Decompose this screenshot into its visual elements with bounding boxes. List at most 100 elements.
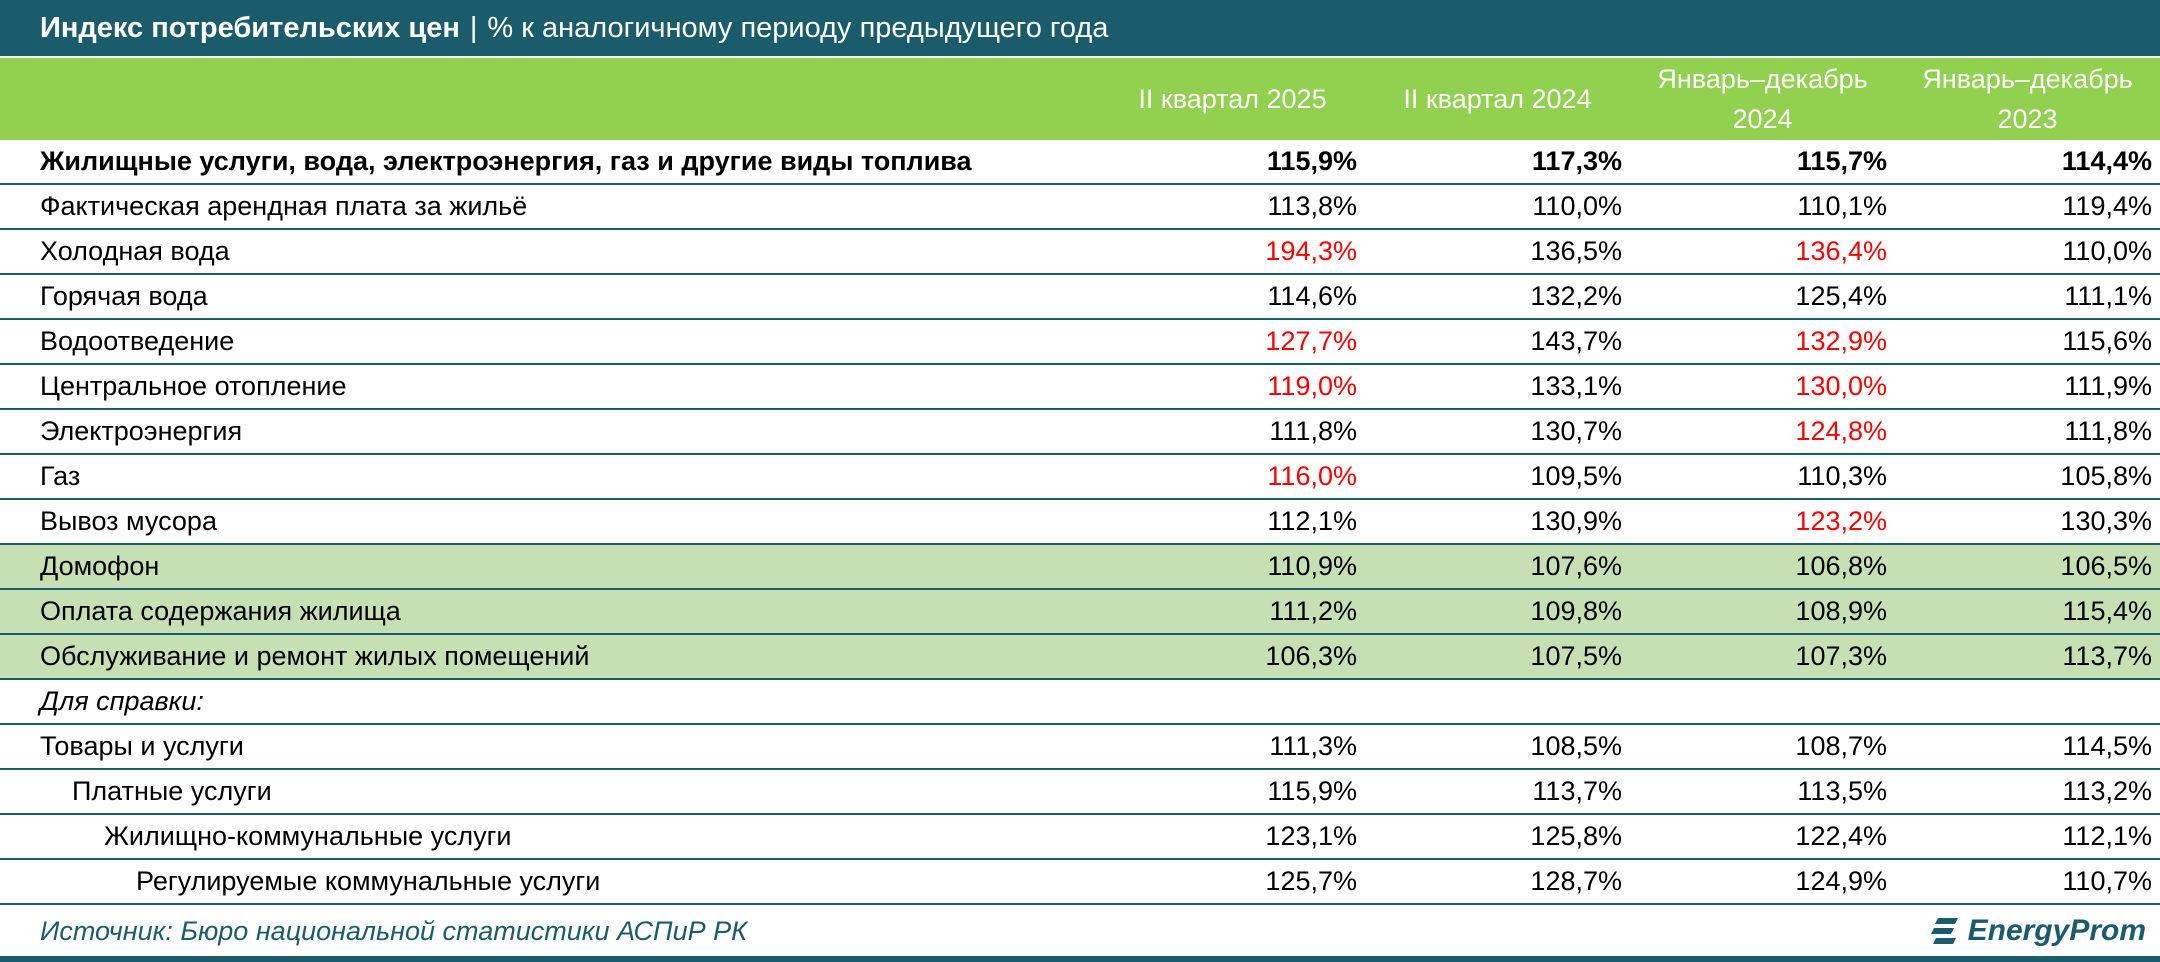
title-separator: | bbox=[469, 11, 478, 44]
bottom-rule bbox=[0, 956, 2160, 962]
value-cell: 132,2% bbox=[1365, 274, 1630, 320]
value-cell: 107,3% bbox=[1630, 634, 1895, 680]
value-cell bbox=[1630, 679, 1895, 725]
value-cell: 125,8% bbox=[1365, 814, 1630, 860]
column-header-jan-dec-2023: Январь–декабрь 2023 bbox=[1895, 58, 2160, 140]
row-label: Водоотведение bbox=[0, 319, 1100, 365]
table-row: Платные услуги 115,9% 113,7% 113,5% 113,2% bbox=[0, 769, 2160, 815]
row-label: Жилищно-коммунальные услуги bbox=[0, 814, 1100, 860]
table-row: Жилищные услуги, вода, электроэнергия, г… bbox=[0, 140, 2160, 185]
value-cell: 115,6% bbox=[1895, 319, 2160, 365]
value-cell: 110,9% bbox=[1100, 544, 1365, 590]
value-cell: 194,3% bbox=[1100, 229, 1365, 275]
energyprom-logo: EnergyProm bbox=[1928, 914, 2146, 948]
row-label: Центральное отопление bbox=[0, 364, 1100, 410]
value-cell: 130,0% bbox=[1630, 364, 1895, 410]
value-cell: 115,9% bbox=[1100, 769, 1365, 815]
value-cell: 108,7% bbox=[1630, 724, 1895, 770]
row-label: Домофон bbox=[0, 544, 1100, 590]
value-cell: 107,6% bbox=[1365, 544, 1630, 590]
column-header-q2-2024: II квартал 2024 bbox=[1365, 58, 1630, 140]
value-cell: 123,1% bbox=[1100, 814, 1365, 860]
value-cell: 143,7% bbox=[1365, 319, 1630, 365]
column-header-line1: Январь–декабрь bbox=[1922, 64, 2133, 94]
row-label: Электроэнергия bbox=[0, 409, 1100, 455]
value-cell: 112,1% bbox=[1100, 499, 1365, 545]
column-header-line1: II квартал 2024 bbox=[1403, 84, 1592, 114]
value-cell: 124,9% bbox=[1630, 859, 1895, 905]
row-label: Оплата содержания жилища bbox=[0, 589, 1100, 635]
row-label: Регулируемые коммунальные услуги bbox=[0, 859, 1100, 905]
table-row: Водоотведение 127,7% 143,7% 132,9% 115,6% bbox=[0, 319, 2160, 365]
logo-text: EnergyProm bbox=[1967, 914, 2146, 947]
value-cell: 123,2% bbox=[1630, 499, 1895, 545]
table-row: Товары и услуги 111,3% 108,5% 108,7% 114,5% bbox=[0, 724, 2160, 770]
value-cell: 119,4% bbox=[1895, 184, 2160, 230]
table-title: Индекс потребительских цен bbox=[40, 11, 460, 44]
value-cell: 119,0% bbox=[1100, 364, 1365, 410]
value-cell: 136,4% bbox=[1630, 229, 1895, 275]
row-label: Для справки: bbox=[0, 679, 1100, 725]
value-cell: 112,1% bbox=[1895, 814, 2160, 860]
value-cell: 111,9% bbox=[1895, 364, 2160, 410]
table-row: Электроэнергия 111,8% 130,7% 124,8% 111,8% bbox=[0, 409, 2160, 455]
column-header-line2: 2023 bbox=[1997, 104, 2058, 134]
value-cell: 113,5% bbox=[1630, 769, 1895, 815]
value-cell: 130,7% bbox=[1365, 409, 1630, 455]
value-cell: 115,9% bbox=[1100, 140, 1365, 185]
table-row: Обслуживание и ремонт жилых помещений 106… bbox=[0, 634, 2160, 680]
value-cell: 107,5% bbox=[1365, 634, 1630, 680]
value-cell: 116,0% bbox=[1100, 454, 1365, 500]
value-cell: 128,7% bbox=[1365, 859, 1630, 905]
value-cell: 136,5% bbox=[1365, 229, 1630, 275]
value-cell: 130,9% bbox=[1365, 499, 1630, 545]
value-cell: 132,9% bbox=[1630, 319, 1895, 365]
value-cell: 106,3% bbox=[1100, 634, 1365, 680]
row-label: Горячая вода bbox=[0, 274, 1100, 320]
column-header-line1: Январь–декабрь bbox=[1657, 64, 1868, 94]
value-cell: 113,2% bbox=[1895, 769, 2160, 815]
row-label: Фактическая арендная плата за жильё bbox=[0, 184, 1100, 230]
value-cell: 115,4% bbox=[1895, 589, 2160, 635]
value-cell: 122,4% bbox=[1630, 814, 1895, 860]
value-cell: 111,8% bbox=[1895, 409, 2160, 455]
value-cell: 110,3% bbox=[1630, 454, 1895, 500]
value-cell: 133,1% bbox=[1365, 364, 1630, 410]
value-cell: 110,1% bbox=[1630, 184, 1895, 230]
table-row: Домофон 110,9% 107,6% 106,8% 106,5% bbox=[0, 544, 2160, 590]
table-row: Центральное отопление 119,0% 133,1% 130,0% 1… bbox=[0, 364, 2160, 410]
value-cell: 114,4% bbox=[1895, 140, 2160, 185]
table-row: Газ 116,0% 109,5% 110,3% 105,8% bbox=[0, 454, 2160, 500]
value-cell: 108,9% bbox=[1630, 589, 1895, 635]
table-row: Горячая вода 114,6% 132,2% 125,4% 111,1% bbox=[0, 274, 2160, 320]
row-label: Товары и услуги bbox=[0, 724, 1100, 770]
table-row: Жилищно-коммунальные услуги 123,1% 125,8% 1… bbox=[0, 814, 2160, 860]
value-cell: 109,5% bbox=[1365, 454, 1630, 500]
energyprom-logo-icon bbox=[1930, 918, 1958, 944]
value-cell: 125,4% bbox=[1630, 274, 1895, 320]
table-row: Фактическая арендная плата за жильё 113,8… bbox=[0, 184, 2160, 230]
value-cell: 106,8% bbox=[1630, 544, 1895, 590]
table-row: Регулируемые коммунальные услуги 125,7% 12… bbox=[0, 859, 2160, 905]
row-label: Газ bbox=[0, 454, 1100, 500]
value-cell: 114,5% bbox=[1895, 724, 2160, 770]
value-cell: 111,8% bbox=[1100, 409, 1365, 455]
row-label: Обслуживание и ремонт жилых помещений bbox=[0, 634, 1100, 680]
table-row: Для справки: bbox=[0, 679, 2160, 725]
value-cell: 110,0% bbox=[1365, 184, 1630, 230]
column-header-q2-2025: II квартал 2025 bbox=[1100, 58, 1365, 140]
value-cell: 111,1% bbox=[1895, 274, 2160, 320]
row-label: Жилищные услуги, вода, электроэнергия, г… bbox=[0, 140, 1100, 185]
value-cell: 110,7% bbox=[1895, 859, 2160, 905]
footer: Источник: Бюро национальной статистики А… bbox=[0, 908, 2160, 958]
value-cell: 108,5% bbox=[1365, 724, 1630, 770]
value-cell: 124,8% bbox=[1630, 409, 1895, 455]
value-cell: 117,3% bbox=[1365, 140, 1630, 185]
column-header-row: II квартал 2025 II квартал 2024 Январь–д… bbox=[0, 56, 2160, 140]
table-row: Вывоз мусора 112,1% 130,9% 123,2% 130,3% bbox=[0, 499, 2160, 545]
value-cell: 113,8% bbox=[1100, 184, 1365, 230]
value-cell: 115,7% bbox=[1630, 140, 1895, 185]
source-note: Источник: Бюро национальной статистики А… bbox=[40, 916, 748, 946]
value-cell: 106,5% bbox=[1895, 544, 2160, 590]
column-header-jan-dec-2024: Январь–декабрь 2024 bbox=[1630, 58, 1895, 140]
